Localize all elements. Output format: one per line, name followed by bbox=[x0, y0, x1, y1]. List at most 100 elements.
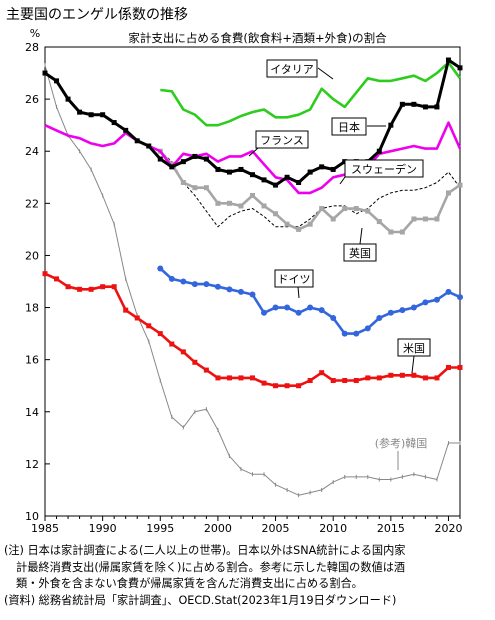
data-point bbox=[169, 161, 175, 167]
data-point bbox=[238, 203, 244, 209]
label-box bbox=[274, 269, 314, 288]
y-tick-label: 16 bbox=[25, 354, 39, 367]
data-point bbox=[203, 185, 209, 191]
series-日本 bbox=[42, 57, 463, 188]
label-box bbox=[344, 159, 424, 178]
data-point bbox=[433, 296, 440, 303]
data-point bbox=[192, 153, 198, 159]
y-tick-label: 22 bbox=[25, 197, 39, 210]
data-point bbox=[445, 190, 451, 196]
data-point bbox=[399, 229, 405, 235]
data-point bbox=[215, 200, 221, 206]
data-point bbox=[226, 286, 233, 293]
data-point bbox=[123, 127, 129, 133]
data-point bbox=[330, 378, 336, 384]
series-label-text: (参考)韓国 bbox=[375, 436, 428, 450]
data-point bbox=[399, 101, 405, 107]
data-point bbox=[330, 314, 337, 321]
series-フランス bbox=[44, 121, 462, 195]
x-tick-label: 2020 bbox=[434, 522, 462, 535]
data-point bbox=[284, 304, 291, 311]
data-point bbox=[330, 216, 336, 222]
data-point bbox=[238, 166, 244, 172]
data-point bbox=[376, 314, 383, 321]
data-point bbox=[169, 164, 175, 170]
data-point bbox=[134, 315, 140, 321]
label-leader bbox=[359, 227, 363, 245]
data-point bbox=[388, 122, 394, 128]
data-point bbox=[445, 57, 451, 63]
data-point bbox=[180, 179, 186, 185]
series-line bbox=[44, 65, 460, 496]
data-point bbox=[261, 309, 268, 316]
data-point bbox=[54, 78, 60, 84]
label-leader bbox=[339, 176, 346, 185]
y-tick-label: 28 bbox=[25, 41, 39, 54]
x-tick-label: 1990 bbox=[89, 522, 117, 535]
series-line bbox=[160, 61, 462, 127]
data-point bbox=[342, 378, 348, 384]
data-point bbox=[134, 138, 140, 144]
x-tick-label: 2015 bbox=[377, 522, 405, 535]
y-tick-label: 24 bbox=[25, 145, 39, 158]
data-point bbox=[273, 211, 279, 217]
page-title: 主要国のエンゲル係数の推移 bbox=[6, 7, 188, 23]
notes: (注) 日本は家計調査による(二人以上の世帯)。日本以外はSNA統計による国内家… bbox=[4, 543, 491, 609]
label-box bbox=[266, 59, 318, 78]
note-line: 計最終消費支出(帰属家賃を除く)に占める割合。参考に示した韓国の数値は酒 bbox=[16, 560, 406, 574]
data-point bbox=[192, 359, 198, 365]
data-point bbox=[42, 70, 48, 76]
data-point bbox=[237, 288, 244, 295]
x-tick-label: 1995 bbox=[146, 522, 174, 535]
data-point bbox=[157, 265, 164, 272]
data-point bbox=[192, 185, 198, 191]
data-point bbox=[168, 275, 175, 282]
data-point bbox=[215, 375, 221, 381]
data-point bbox=[319, 370, 325, 376]
data-point bbox=[353, 206, 359, 212]
data-point bbox=[445, 364, 451, 370]
y-tick-label: 12 bbox=[25, 458, 39, 471]
data-point bbox=[318, 307, 325, 314]
data-point bbox=[434, 216, 440, 222]
note-line: (注) 日本は家計調査による(二人以上の世帯)。日本以外はSNA統計による国内家 bbox=[4, 544, 406, 557]
data-point bbox=[422, 104, 428, 110]
x-tick-label: 2010 bbox=[319, 522, 347, 535]
data-point bbox=[226, 169, 232, 175]
data-point bbox=[434, 104, 440, 110]
data-point bbox=[250, 193, 255, 199]
x-tick-label: 1985 bbox=[31, 522, 59, 535]
data-point bbox=[272, 304, 279, 311]
series-label: (参考)韓国 bbox=[375, 436, 428, 470]
series-label-text: スウェーデン bbox=[351, 162, 417, 176]
data-point bbox=[284, 174, 290, 180]
data-point bbox=[191, 281, 198, 288]
data-point bbox=[203, 156, 209, 162]
label-leader bbox=[411, 355, 415, 374]
series-label: フランス bbox=[248, 130, 309, 157]
data-point bbox=[296, 383, 302, 389]
data-point bbox=[180, 278, 187, 285]
data-point bbox=[100, 112, 106, 118]
data-point bbox=[434, 375, 440, 381]
series-label-text: ドイツ bbox=[278, 273, 311, 286]
series-line bbox=[159, 150, 461, 228]
series-スウェーデン bbox=[159, 150, 461, 228]
series-line bbox=[44, 272, 460, 388]
y-tick-label: 20 bbox=[25, 249, 39, 262]
data-point bbox=[365, 375, 371, 381]
series-(参考)韓国 bbox=[44, 63, 461, 498]
data-point bbox=[353, 378, 359, 384]
data-point bbox=[284, 221, 290, 227]
data-point bbox=[284, 383, 290, 389]
data-point bbox=[42, 271, 48, 277]
data-point bbox=[214, 283, 221, 290]
data-point bbox=[307, 304, 314, 311]
data-point bbox=[169, 341, 175, 347]
data-point bbox=[88, 112, 94, 118]
label-box bbox=[331, 117, 367, 136]
engel-coefficient-chart: 10 12 14 16 18 20 22 24 26 28 1985 1990 1995 2000 2005… bbox=[25, 27, 463, 535]
data-point bbox=[353, 330, 360, 337]
label-leader bbox=[248, 147, 259, 157]
data-point bbox=[238, 375, 244, 381]
